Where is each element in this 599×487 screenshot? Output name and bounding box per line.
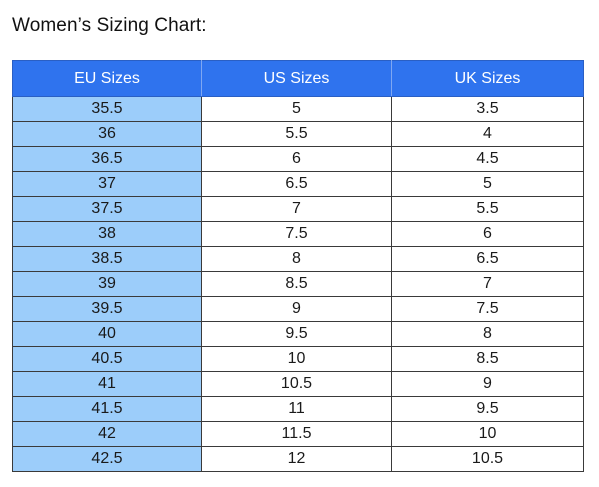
header-us-sizes: US Sizes xyxy=(201,60,392,97)
uk-size-cell: 3.5 xyxy=(391,96,584,122)
table-row: 42.5 12 10.5 xyxy=(12,446,584,472)
uk-size-cell: 9 xyxy=(391,371,584,397)
us-size-cell: 8 xyxy=(201,246,392,272)
uk-size-cell: 10.5 xyxy=(391,446,584,472)
us-size-cell: 5 xyxy=(201,96,392,122)
uk-size-cell: 5.5 xyxy=(391,196,584,222)
uk-size-cell: 5 xyxy=(391,171,584,197)
table-row: 39 8.5 7 xyxy=(12,271,584,297)
us-size-cell: 10.5 xyxy=(201,371,392,397)
us-size-cell: 6 xyxy=(201,146,392,172)
eu-size-cell: 40.5 xyxy=(12,346,202,372)
eu-size-cell: 42 xyxy=(12,421,202,447)
us-size-cell: 7 xyxy=(201,196,392,222)
table-row: 37 6.5 5 xyxy=(12,171,584,197)
table-row: 38.5 8 6.5 xyxy=(12,246,584,272)
table-row: 40 9.5 8 xyxy=(12,321,584,347)
us-size-cell: 10 xyxy=(201,346,392,372)
uk-size-cell: 7.5 xyxy=(391,296,584,322)
us-size-cell: 8.5 xyxy=(201,271,392,297)
table-row: 42 11.5 10 xyxy=(12,421,584,447)
table-row: 41.5 11 9.5 xyxy=(12,396,584,422)
table-row: 38 7.5 6 xyxy=(12,221,584,247)
uk-size-cell: 9.5 xyxy=(391,396,584,422)
us-size-cell: 7.5 xyxy=(201,221,392,247)
us-size-cell: 6.5 xyxy=(201,171,392,197)
uk-size-cell: 4 xyxy=(391,121,584,147)
table-row: 35.5 5 3.5 xyxy=(12,96,584,122)
eu-size-cell: 37 xyxy=(12,171,202,197)
header-uk-sizes: UK Sizes xyxy=(391,60,584,97)
eu-size-cell: 35.5 xyxy=(12,96,202,122)
uk-size-cell: 10 xyxy=(391,421,584,447)
table-row: 37.5 7 5.5 xyxy=(12,196,584,222)
eu-size-cell: 36 xyxy=(12,121,202,147)
table-body: 35.5 5 3.5 36 5.5 4 36.5 6 4.5 37 6.5 5 … xyxy=(12,96,584,472)
eu-size-cell: 41 xyxy=(12,371,202,397)
eu-size-cell: 38 xyxy=(12,221,202,247)
table-row: 39.5 9 7.5 xyxy=(12,296,584,322)
eu-size-cell: 39 xyxy=(12,271,202,297)
table-header: EU Sizes US Sizes UK Sizes xyxy=(12,60,584,97)
us-size-cell: 12 xyxy=(201,446,392,472)
table-row: 41 10.5 9 xyxy=(12,371,584,397)
uk-size-cell: 6.5 xyxy=(391,246,584,272)
uk-size-cell: 8 xyxy=(391,321,584,347)
header-eu-sizes: EU Sizes xyxy=(12,60,202,97)
eu-size-cell: 41.5 xyxy=(12,396,202,422)
page-title: Women’s Sizing Chart: xyxy=(12,15,207,36)
us-size-cell: 9 xyxy=(201,296,392,322)
eu-size-cell: 40 xyxy=(12,321,202,347)
eu-size-cell: 39.5 xyxy=(12,296,202,322)
uk-size-cell: 4.5 xyxy=(391,146,584,172)
eu-size-cell: 42.5 xyxy=(12,446,202,472)
table-row: 36.5 6 4.5 xyxy=(12,146,584,172)
uk-size-cell: 6 xyxy=(391,221,584,247)
eu-size-cell: 38.5 xyxy=(12,246,202,272)
us-size-cell: 11 xyxy=(201,396,392,422)
us-size-cell: 9.5 xyxy=(201,321,392,347)
eu-size-cell: 36.5 xyxy=(12,146,202,172)
uk-size-cell: 7 xyxy=(391,271,584,297)
uk-size-cell: 8.5 xyxy=(391,346,584,372)
header-row: EU Sizes US Sizes UK Sizes xyxy=(12,60,584,97)
eu-size-cell: 37.5 xyxy=(12,196,202,222)
table-row: 36 5.5 4 xyxy=(12,121,584,147)
us-size-cell: 5.5 xyxy=(201,121,392,147)
us-size-cell: 11.5 xyxy=(201,421,392,447)
sizing-table: EU Sizes US Sizes UK Sizes 35.5 5 3.5 36… xyxy=(12,60,584,472)
table-row: 40.5 10 8.5 xyxy=(12,346,584,372)
